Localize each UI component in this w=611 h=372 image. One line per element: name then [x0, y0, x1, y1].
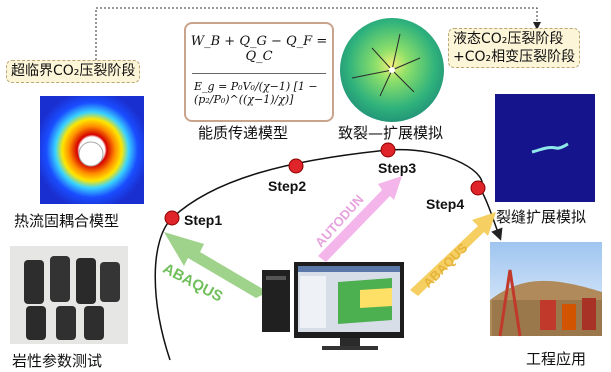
energy-model-label: 能质传递模型: [198, 124, 289, 142]
supercritical-stage-tag: 超临界CO₂压裂阶段: [6, 60, 141, 83]
workflow-curve: [154, 148, 483, 361]
rock-params-label: 岩性参数测试: [12, 352, 103, 370]
step2-label: Step2: [268, 178, 307, 194]
feedback-dashed-line: [95, 7, 541, 72]
balance-formula: W_B + Q_G − Q_F = Q_C: [190, 34, 328, 64]
fracture-sim-label: 致裂—扩展模拟: [338, 124, 444, 142]
engineering-label: 工程应用: [526, 350, 587, 368]
arrow-autodun: [318, 176, 402, 262]
step3-label: Step3: [378, 160, 417, 176]
step2-dot: [288, 158, 304, 174]
liquid-stage-line1: 液态CO₂压裂阶段: [453, 31, 564, 47]
arrow-abaqus-right: [410, 212, 496, 296]
liquid-stage-line2: +CO₂相变压裂阶段: [453, 49, 576, 65]
fracture-disc-image: [340, 18, 444, 122]
crack-sim-label: 裂缝扩展模拟: [496, 208, 587, 226]
engineering-photo: [490, 242, 602, 337]
step1-dot: [164, 210, 180, 226]
arrow-abaqus-left: [164, 232, 268, 298]
step4-label: Step4: [426, 196, 465, 212]
rock-samples-photo: [10, 246, 128, 344]
liquid-stage-tag: 液态CO₂压裂阶段 +CO₂相变压裂阶段: [448, 28, 581, 68]
step3-dot: [380, 142, 396, 158]
energy-transfer-formula-box: W_B + Q_G − Q_F = Q_C E_g = P₀V₀/(χ−1) […: [184, 22, 334, 122]
step4-dot: [470, 180, 486, 196]
supercritical-stage-text: 超临界CO₂压裂阶段: [11, 63, 136, 79]
computer-image: [262, 262, 404, 350]
energy-formula: E_g = P₀V₀/(χ−1) [1 − (p₂/P₀)^((χ−1)/χ)]: [194, 80, 318, 106]
heat-field-image: [40, 96, 144, 204]
crack-image: [495, 94, 595, 202]
step1-label: Step1: [184, 212, 223, 228]
thermal-coupling-label: 热流固耦合模型: [14, 212, 120, 230]
